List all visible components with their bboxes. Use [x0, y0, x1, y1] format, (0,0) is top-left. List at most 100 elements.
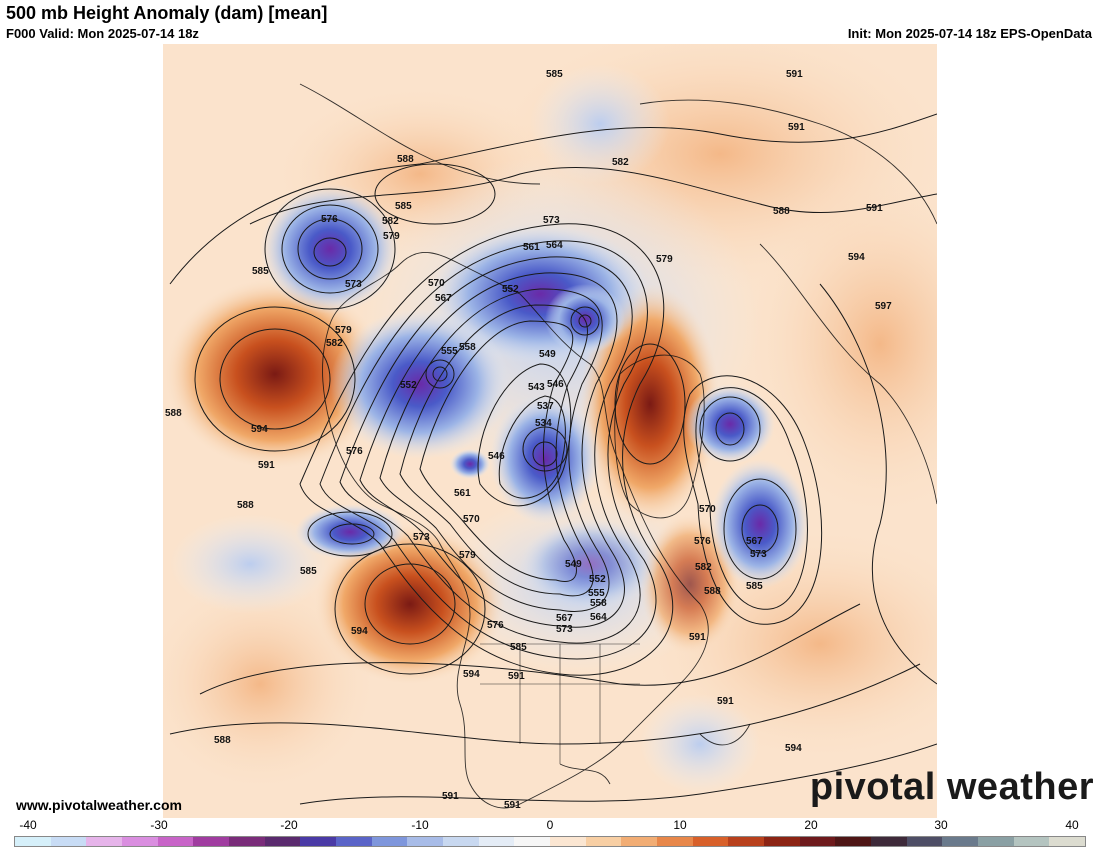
colorbar-tick: 20: [804, 818, 818, 832]
contour-label: 591: [788, 122, 805, 133]
colorbar-cell: [621, 837, 658, 846]
contour-label: 591: [508, 671, 525, 682]
contour-label: 585: [546, 69, 563, 80]
colorbar-tick: -40: [19, 818, 37, 832]
colorbar-tick: 30: [934, 818, 948, 832]
contour-label: 588: [773, 206, 790, 217]
colorbar-tick: -20: [280, 818, 298, 832]
colorbar-cell: [50, 837, 87, 846]
colorbar-cell: [336, 837, 372, 846]
anomaly-map[interactable]: 585 591 588 582 591 588 591 576 582 585 …: [0, 44, 1100, 818]
contour-label: 573: [556, 624, 573, 635]
colorbar-cell: [835, 837, 872, 846]
colorbar-tick: 40: [1065, 818, 1079, 832]
contour-label: 591: [258, 460, 275, 471]
contour-label: 543: [528, 382, 545, 393]
contour-label: 588: [397, 154, 414, 165]
contour-label: 552: [400, 380, 417, 391]
colorbar-cell: [728, 837, 765, 846]
colorbar-cell: [15, 837, 51, 846]
colorbar-tick: 0: [546, 818, 554, 832]
contour-label: 573: [543, 215, 560, 226]
contour-label: 570: [463, 514, 480, 525]
contour-label-layer: 585 591 588 582 591 588 591 576 582 585 …: [165, 69, 892, 811]
contour-label: 588: [165, 408, 182, 419]
colorbar-cell: [550, 837, 586, 846]
contour-label: 552: [502, 284, 519, 295]
colorbar-cell: [443, 837, 479, 846]
colorbar-cell: [122, 837, 158, 846]
contour-label: 555: [441, 346, 458, 357]
contour-label: 582: [326, 338, 343, 349]
contour-label: 582: [612, 157, 629, 168]
contour-label: 576: [694, 536, 711, 547]
contour-label: 594: [785, 743, 802, 754]
contour-label: 594: [848, 252, 865, 263]
contour-label: 591: [786, 69, 803, 80]
contour-label: 564: [546, 240, 563, 251]
contour-label: 594: [463, 669, 480, 680]
contour-label: 579: [335, 325, 352, 336]
colorbar-cell: [300, 837, 337, 846]
colorbar-tick: 10: [673, 818, 687, 832]
colorbar-cell: [229, 837, 265, 846]
contour-label: 591: [504, 800, 521, 811]
contour-label: 576: [321, 214, 338, 225]
colorbar-cell: [906, 837, 943, 846]
contour-label: 579: [459, 550, 476, 561]
colorbar-tick: -30: [150, 818, 168, 832]
contour-label: 564: [590, 612, 607, 623]
contour-label: 567: [746, 536, 763, 547]
colorbar-cell: [478, 837, 515, 846]
contour-label: 546: [488, 451, 505, 462]
map-title: 500 mb Height Anomaly (dam) [mean]: [6, 3, 328, 23]
contour-label: 561: [454, 488, 471, 499]
contour-label: 576: [487, 620, 504, 631]
contour-label: 588: [214, 735, 231, 746]
contour-label: 585: [300, 566, 317, 577]
colorbar-cell: [657, 837, 693, 846]
contour-label: 582: [695, 562, 712, 573]
colorbar: [14, 836, 1086, 847]
colorbar-ticks: -40 -30 -20 -10 0 10 20 30 40: [0, 818, 1100, 834]
contour-label: 555: [588, 588, 605, 599]
contour-label: 585: [746, 581, 763, 592]
contour-label: 549: [539, 349, 556, 360]
colorbar-cell: [1013, 837, 1050, 846]
contour-label: 573: [750, 549, 767, 560]
colorbar-cell: [764, 837, 800, 846]
anomaly-shading: [163, 44, 937, 794]
colorbar-cell: [871, 837, 907, 846]
contour-label: 546: [547, 379, 564, 390]
contour-label: 582: [382, 216, 399, 227]
colorbar-tick: -10: [411, 818, 429, 832]
contour-label: 585: [395, 201, 412, 212]
contour-label: 591: [866, 203, 883, 214]
contour-label: 585: [252, 266, 269, 277]
contour-label: 537: [537, 401, 554, 412]
coastlines: [299, 83, 937, 809]
contour-label: 591: [717, 696, 734, 707]
colorbar-cell: [514, 837, 551, 846]
map-panel[interactable]: 585 591 588 582 591 588 591 576 582 585 …: [0, 44, 1100, 818]
contour-label: 561: [523, 242, 540, 253]
contour-label: 576: [346, 446, 363, 457]
valid-time: F000 Valid: Mon 2025-07-14 18z: [6, 26, 199, 41]
contour-label: 549: [565, 559, 582, 570]
contour-label: 594: [351, 626, 368, 637]
colorbar-cell: [157, 837, 194, 846]
colorbar-cell: [585, 837, 622, 846]
contour-label: 579: [656, 254, 673, 265]
colorbar-cell: [264, 837, 301, 846]
init-time: Init: Mon 2025-07-14 18z EPS-OpenData: [847, 26, 1092, 41]
colorbar-cell: [942, 837, 979, 846]
contour-label: 552: [589, 574, 606, 585]
contour-label: 558: [590, 598, 607, 609]
colorbar-cell: [407, 837, 444, 846]
contour-label: 534: [535, 418, 552, 429]
contour-label: 588: [704, 586, 721, 597]
colorbar-cell: [692, 837, 729, 846]
contour-label: 570: [428, 278, 445, 289]
colorbar-cell: [799, 837, 836, 846]
colorbar-cell: [371, 837, 408, 846]
